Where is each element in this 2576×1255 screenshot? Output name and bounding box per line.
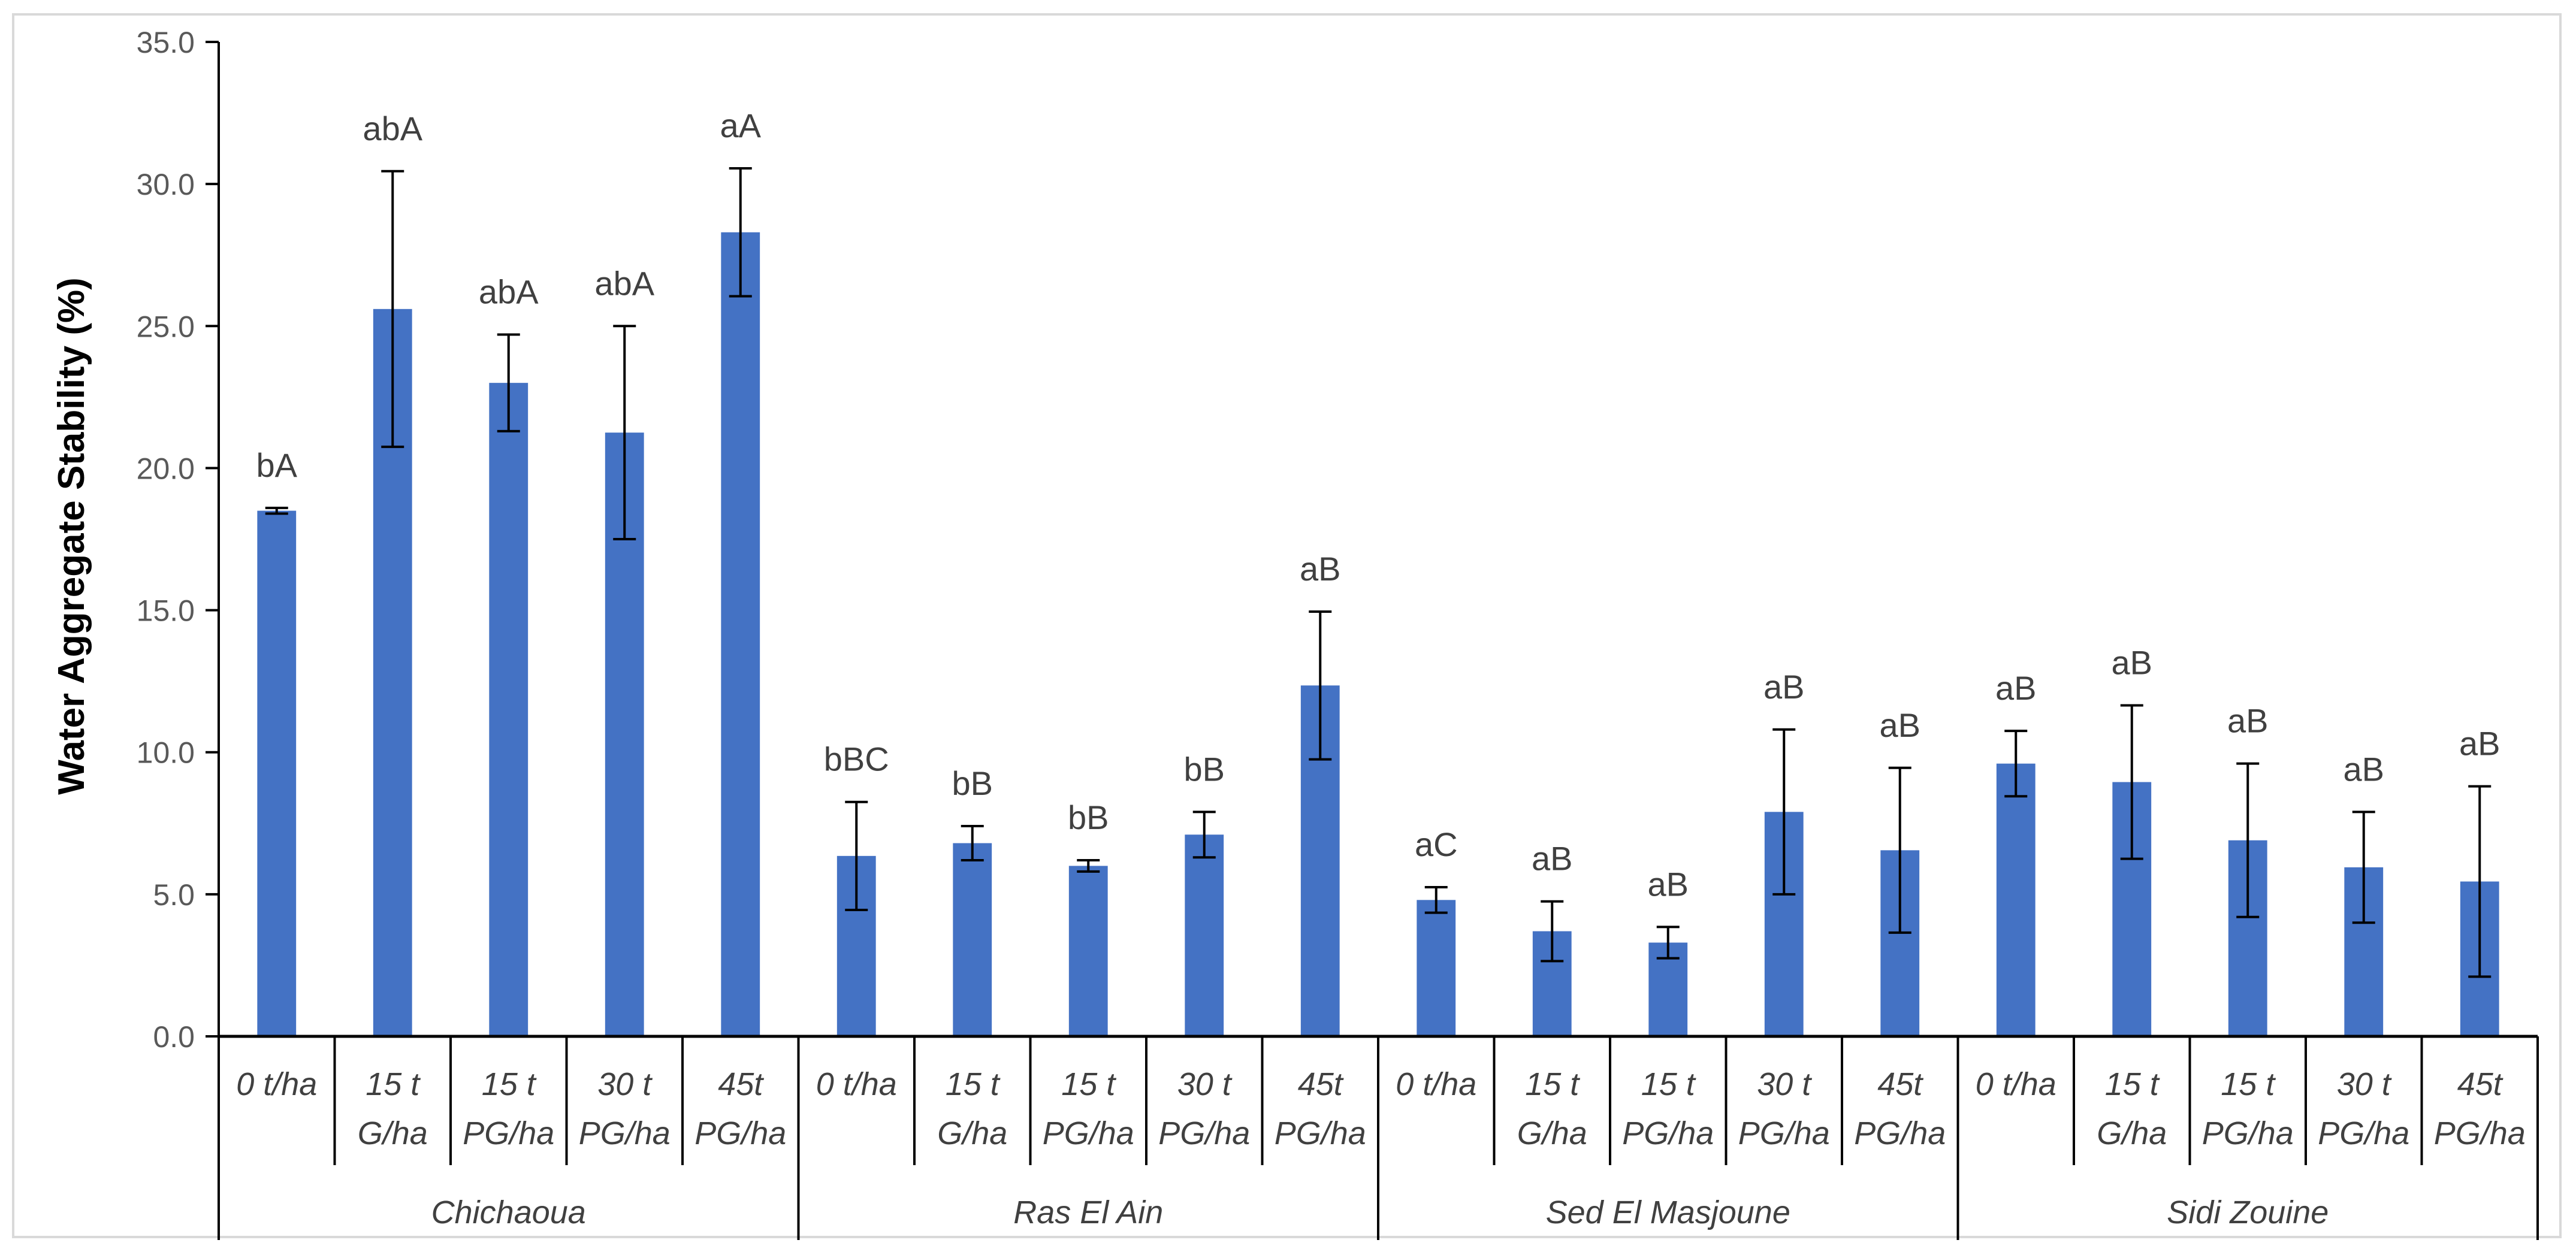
- significance-label: aB: [1532, 840, 1573, 878]
- bar: [953, 843, 992, 1036]
- bar: [1417, 900, 1456, 1036]
- group-label: Chichaoua: [431, 1194, 586, 1230]
- y-tick-label: 20.0: [137, 452, 195, 485]
- category-label: 45t PG/ha: [2434, 1066, 2526, 1151]
- significance-label: abA: [363, 110, 422, 147]
- significance-label: aB: [1648, 865, 1689, 903]
- group-label: Sed El Masjoune: [1546, 1194, 1790, 1230]
- category-label: 45t PG/ha: [1275, 1066, 1366, 1151]
- bar: [489, 383, 529, 1037]
- y-axis: 0.0 5.0 10.0 15.0 20.0 25.0 30.0 35.0: [137, 26, 220, 1054]
- significance-label: abA: [479, 273, 539, 311]
- category-label: 15 t PG/ha: [2202, 1066, 2294, 1151]
- y-tick-label: 25.0: [137, 310, 195, 343]
- category-label: 0 t/ha: [1976, 1066, 2056, 1102]
- y-axis-title: Water Aggregate Stability (%): [51, 277, 92, 795]
- category-label: 15 t G/ha: [1517, 1066, 1587, 1151]
- significance-label: aB: [1880, 706, 1921, 744]
- bars: [257, 232, 2499, 1037]
- category-label: 15 t PG/ha: [1043, 1066, 1134, 1151]
- category-label: 0 t/ha: [1396, 1066, 1476, 1102]
- x-axis: 0 t/ha 15 t G/ha 15 t PG/ha 30 t PG/ha 45t PG/ha…: [218, 1035, 2539, 1240]
- category-label: 15 t G/ha: [358, 1066, 428, 1151]
- significance-label: abA: [594, 264, 654, 302]
- significance-label: aB: [1763, 668, 1805, 706]
- significance-label: aB: [2344, 750, 2385, 788]
- group-label: Ras El Ain: [1013, 1194, 1163, 1230]
- bar: [1996, 763, 2036, 1036]
- significance-label: aB: [2459, 725, 2500, 763]
- category-label: 30 t PG/ha: [1158, 1066, 1250, 1151]
- bar: [1185, 834, 1224, 1036]
- category-label: 30 t PG/ha: [2318, 1066, 2409, 1151]
- error-bars: [265, 167, 2492, 978]
- category-label: 0 t/ha: [816, 1066, 897, 1102]
- significance-label: aC: [1415, 825, 1458, 863]
- category-label: 45t PG/ha: [694, 1066, 786, 1151]
- bar: [257, 510, 297, 1036]
- significance-label: aB: [1995, 669, 2037, 707]
- category-label: 45t PG/ha: [1854, 1066, 1946, 1151]
- y-tick-label: 30.0: [137, 168, 195, 201]
- category-label: 15 t G/ha: [937, 1066, 1007, 1151]
- category-label: 15 t PG/ha: [1622, 1066, 1714, 1151]
- y-tick-label: 10.0: [137, 736, 195, 770]
- category-label: 0 t/ha: [236, 1066, 317, 1102]
- category-label: 15 t PG/ha: [463, 1066, 554, 1151]
- y-tick-label: 0.0: [153, 1020, 195, 1054]
- significance-label: aB: [1300, 550, 1341, 588]
- chart-frame: [12, 13, 2562, 1238]
- y-tick-label: 15.0: [137, 594, 195, 628]
- group-label: Sidi Zouine: [2167, 1194, 2329, 1230]
- significance-label: bBC: [824, 740, 889, 778]
- significance-label: aA: [720, 107, 762, 144]
- significance-label: bB: [1068, 799, 1109, 836]
- significance-label: bB: [952, 764, 993, 802]
- significance-label: aB: [2227, 702, 2269, 740]
- category-label: 15 t G/ha: [2097, 1066, 2167, 1151]
- y-tick-label: 5.0: [153, 878, 195, 912]
- bar: [721, 232, 760, 1036]
- significance-label: bB: [1184, 750, 1225, 788]
- y-tick-label: 35.0: [137, 26, 195, 59]
- category-label: 30 t PG/ha: [579, 1066, 671, 1151]
- significance-label: aB: [2112, 643, 2153, 681]
- bar-labels: bA abA abA abA aA bBC bB bB bB aB aC aB aB aB aB aB aB aB…: [256, 107, 2500, 903]
- bar: [1068, 866, 1108, 1036]
- category-label: 30 t PG/ha: [1738, 1066, 1830, 1151]
- significance-label: bA: [256, 446, 298, 484]
